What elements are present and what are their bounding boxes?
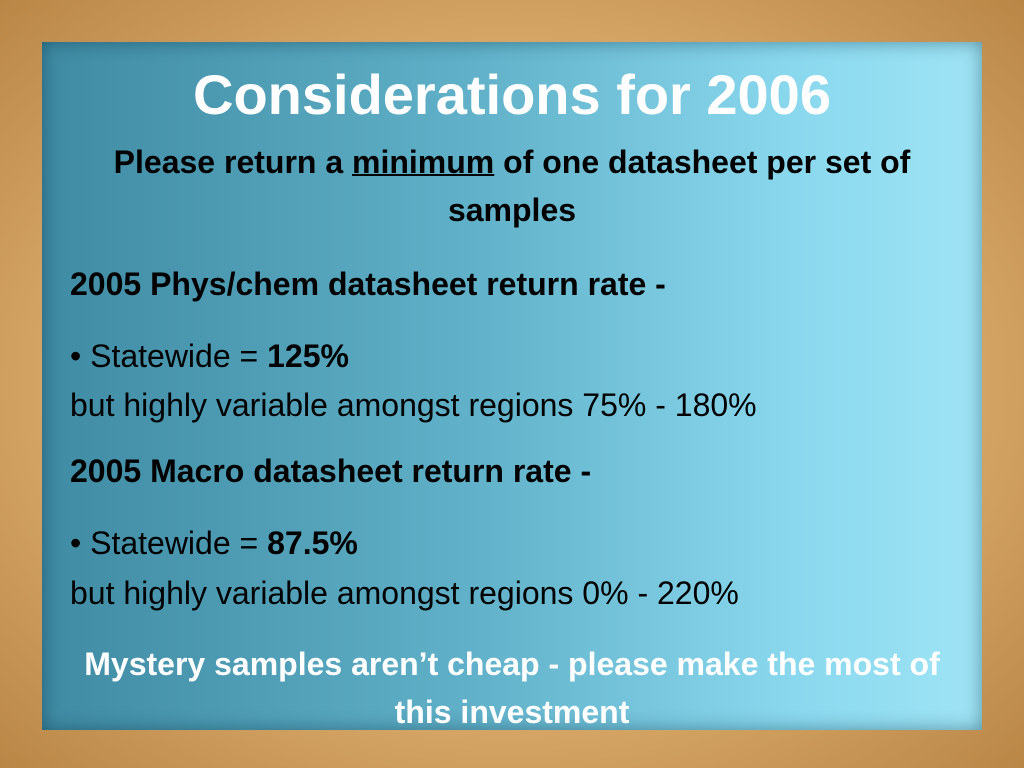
section-heading: 2005 Phys/chem datasheet return rate - [70,266,666,302]
bullet: • Statewide = 125% [70,338,349,375]
slide-panel [42,42,982,730]
bullet-label: • Statewide = [70,525,268,561]
slide-title: Considerations for 2006 [193,63,831,126]
footer: Mystery samples aren’t cheap - please ma… [84,646,940,730]
note: but highly variable amongst regions 75% … [70,387,757,423]
bullet-value: 125% [267,338,349,374]
subtitle-emphasis: minimum [352,144,495,180]
subtitle-text: of one datasheet per set of samples [447,144,911,228]
note: but highly variable amongst regions 0% -… [70,575,739,611]
section-heading: 2005 Macro datasheet return rate - [70,453,592,489]
subtitle: Please return a minimum of one datasheet… [62,138,962,234]
subtitle-text: Please return a [113,144,353,180]
bullet-value: 87.5% [267,525,358,561]
bullet-label: • Statewide = [70,338,268,374]
bullet: • Statewide = 87.5% [70,525,358,562]
